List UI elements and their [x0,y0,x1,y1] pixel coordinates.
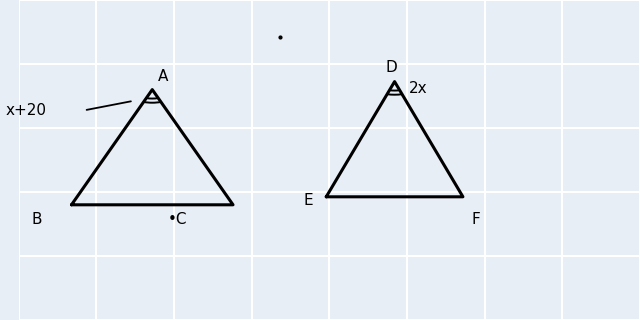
Text: B: B [31,212,42,227]
Text: 2x: 2x [409,81,428,95]
Text: E: E [303,193,313,207]
Text: A: A [158,69,168,84]
Text: D: D [385,60,397,75]
Text: x+20: x+20 [6,103,47,118]
Text: •C: •C [168,212,188,227]
Text: F: F [471,212,480,227]
